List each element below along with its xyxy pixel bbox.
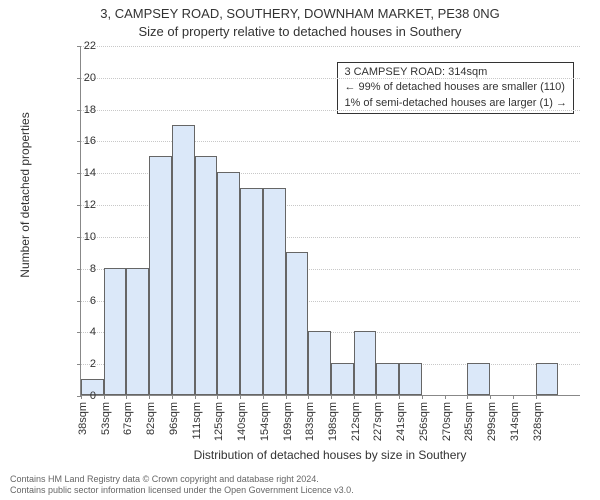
chart-title-line2: Size of property relative to detached ho… bbox=[0, 24, 600, 39]
x-tick-label: 53sqm bbox=[100, 402, 112, 435]
histogram-bar bbox=[467, 363, 490, 395]
x-tick-mark bbox=[422, 395, 423, 399]
histogram-bar bbox=[195, 156, 218, 395]
histogram-bar bbox=[172, 125, 195, 395]
x-tick-mark bbox=[331, 395, 332, 399]
y-tick-label: 14 bbox=[72, 167, 96, 179]
histogram-bar bbox=[354, 331, 377, 395]
histogram-bar bbox=[149, 156, 172, 395]
x-tick-label: 154sqm bbox=[259, 402, 271, 441]
x-tick-label: 169sqm bbox=[282, 402, 294, 441]
histogram-bar bbox=[399, 363, 422, 395]
y-tick-label: 20 bbox=[72, 72, 96, 84]
histogram-bar bbox=[240, 188, 263, 395]
y-tick-label: 4 bbox=[72, 326, 96, 338]
chart-title-line1: 3, CAMPSEY ROAD, SOUTHERY, DOWNHAM MARKE… bbox=[0, 6, 600, 21]
x-tick-mark bbox=[217, 395, 218, 399]
x-tick-mark bbox=[308, 395, 309, 399]
histogram-bar bbox=[376, 363, 399, 395]
grid-line bbox=[81, 78, 580, 79]
x-tick-mark bbox=[126, 395, 127, 399]
x-tick-label: 38sqm bbox=[77, 402, 89, 435]
x-tick-label: 183sqm bbox=[304, 402, 316, 441]
footer-line1: Contains HM Land Registry data © Crown c… bbox=[10, 474, 354, 485]
y-tick-label: 16 bbox=[72, 135, 96, 147]
y-tick-label: 0 bbox=[72, 390, 96, 402]
x-tick-label: 285sqm bbox=[463, 402, 475, 441]
grid-line bbox=[81, 110, 580, 111]
histogram-bar bbox=[286, 252, 309, 395]
x-tick-mark bbox=[399, 395, 400, 399]
x-tick-label: 212sqm bbox=[350, 402, 362, 441]
x-tick-mark bbox=[263, 395, 264, 399]
y-tick-label: 10 bbox=[72, 231, 96, 243]
footer-attribution: Contains HM Land Registry data © Crown c… bbox=[10, 474, 354, 496]
x-tick-label: 299sqm bbox=[486, 402, 498, 441]
x-tick-label: 96sqm bbox=[168, 402, 180, 435]
x-tick-mark bbox=[172, 395, 173, 399]
x-tick-mark bbox=[286, 395, 287, 399]
x-tick-label: 82sqm bbox=[145, 402, 157, 435]
y-tick-label: 12 bbox=[72, 199, 96, 211]
histogram-bar bbox=[331, 363, 354, 395]
y-tick-label: 6 bbox=[72, 295, 96, 307]
x-tick-label: 111sqm bbox=[191, 402, 203, 440]
x-tick-label: 227sqm bbox=[372, 402, 384, 441]
y-tick-label: 8 bbox=[72, 263, 96, 275]
x-tick-mark bbox=[104, 395, 105, 399]
y-tick-label: 22 bbox=[72, 40, 96, 52]
y-tick-label: 18 bbox=[72, 104, 96, 116]
histogram-bar bbox=[536, 363, 559, 395]
x-tick-label: 125sqm bbox=[213, 402, 225, 441]
x-tick-mark bbox=[536, 395, 537, 399]
histogram-bar bbox=[263, 188, 286, 395]
x-tick-mark bbox=[240, 395, 241, 399]
histogram-bar bbox=[126, 268, 149, 395]
footer-line2: Contains public sector information licen… bbox=[10, 485, 354, 496]
x-tick-label: 270sqm bbox=[441, 402, 453, 441]
y-tick-label: 2 bbox=[72, 358, 96, 370]
grid-line bbox=[81, 141, 580, 142]
x-tick-label: 198sqm bbox=[327, 402, 339, 441]
x-tick-mark bbox=[445, 395, 446, 399]
histogram-bar bbox=[104, 268, 127, 395]
chart-plot-area: 3 CAMPSEY ROAD: 314sqm ← 99% of detached… bbox=[80, 46, 580, 396]
x-tick-label: 140sqm bbox=[236, 402, 248, 441]
x-tick-mark bbox=[354, 395, 355, 399]
x-tick-mark bbox=[467, 395, 468, 399]
x-tick-mark bbox=[490, 395, 491, 399]
y-axis-label: Number of detached properties bbox=[18, 70, 32, 320]
annotation-line2: ← 99% of detached houses are smaller (11… bbox=[344, 80, 567, 95]
x-tick-mark bbox=[376, 395, 377, 399]
x-tick-label: 241sqm bbox=[395, 402, 407, 441]
x-tick-mark bbox=[149, 395, 150, 399]
histogram-bar bbox=[217, 172, 240, 395]
grid-line bbox=[81, 46, 580, 47]
x-tick-mark bbox=[513, 395, 514, 399]
x-axis-label: Distribution of detached houses by size … bbox=[80, 448, 580, 462]
x-tick-label: 314sqm bbox=[509, 402, 521, 441]
histogram-bar bbox=[308, 331, 331, 395]
x-tick-label: 328sqm bbox=[532, 402, 544, 441]
x-tick-label: 256sqm bbox=[418, 402, 430, 441]
x-tick-mark bbox=[195, 395, 196, 399]
annotation-box: 3 CAMPSEY ROAD: 314sqm ← 99% of detached… bbox=[337, 62, 574, 114]
x-tick-label: 67sqm bbox=[122, 402, 134, 435]
